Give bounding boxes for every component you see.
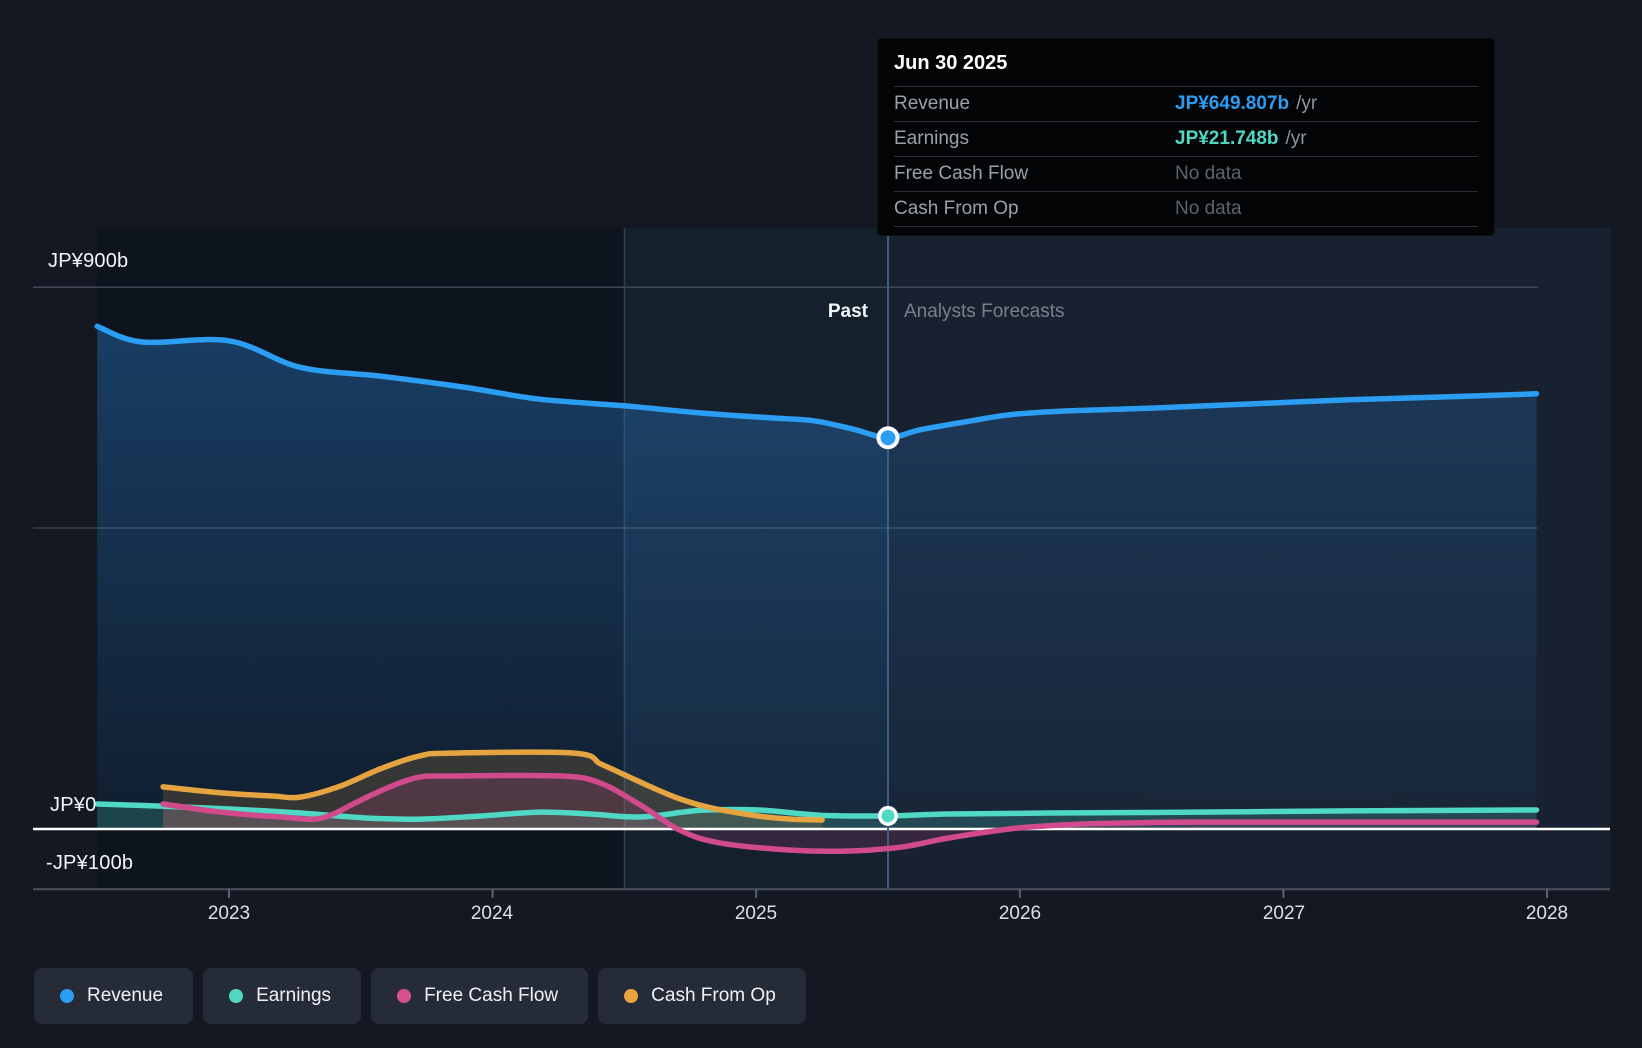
x-axis-label-2023: 2023 bbox=[207, 903, 251, 924]
tooltip-unit: /yr bbox=[1296, 93, 1318, 114]
tooltip-value: No data bbox=[1175, 163, 1242, 184]
legend-label: Cash From Op bbox=[651, 985, 776, 1006]
x-axis-label-2025: 2025 bbox=[734, 903, 778, 924]
earnings-line[interactable] bbox=[94, 801, 1540, 822]
legend-item-earnings[interactable]: Earnings bbox=[203, 968, 362, 1024]
free-cash-flow-line[interactable] bbox=[160, 772, 1540, 855]
revenue-line[interactable] bbox=[94, 323, 1540, 441]
tooltip-row-free-cash-flow: Free Cash Flow No data bbox=[894, 156, 1478, 191]
y-axis-label-0: JP¥0 bbox=[50, 794, 97, 816]
cash-from-op-area bbox=[163, 752, 823, 829]
legend-item-free-cash-flow[interactable]: Free Cash Flow bbox=[371, 968, 589, 1024]
tooltip-row-revenue: Revenue JP¥649.807b /yr bbox=[894, 86, 1478, 121]
tooltip-row-cash-from-op: Cash From Op No data bbox=[894, 191, 1478, 227]
tooltip-date: Jun 30 2025 bbox=[894, 52, 1008, 74]
earnings-dot-icon bbox=[229, 989, 244, 1003]
data-tooltip: Jun 30 2025 Revenue JP¥649.807b /yr Earn… bbox=[877, 38, 1495, 236]
tooltip-label: Free Cash Flow bbox=[894, 163, 1029, 184]
free-cash-flow-area bbox=[163, 775, 1537, 852]
tooltip-value: JP¥21.748b bbox=[1175, 128, 1279, 149]
x-axis-label-2024: 2024 bbox=[470, 903, 514, 924]
tooltip-label: Revenue bbox=[894, 93, 971, 114]
tooltip-unit: /yr bbox=[1285, 128, 1307, 149]
x-axis-label-2028: 2028 bbox=[1525, 903, 1569, 924]
legend-item-revenue[interactable]: Revenue bbox=[34, 968, 194, 1024]
earnings-marker-core bbox=[881, 809, 895, 823]
free-cash-flow-dot-icon bbox=[397, 989, 412, 1003]
revenue-dot-icon bbox=[60, 989, 74, 1003]
tooltip-label: Earnings bbox=[894, 128, 969, 149]
legend-label: Free Cash Flow bbox=[424, 985, 559, 1006]
x-axis-label-2026: 2026 bbox=[998, 903, 1042, 924]
y-axis-label-900b: JP¥900b bbox=[48, 250, 129, 272]
cash-from-op-line[interactable] bbox=[160, 749, 825, 823]
tooltip-value: JP¥649.807b bbox=[1175, 93, 1290, 114]
analysts-forecasts-section-label: Analysts Forecasts bbox=[904, 301, 1065, 322]
x-axis-label-2027: 2027 bbox=[1262, 903, 1306, 924]
tooltip-row-earnings: Earnings JP¥21.748b /yr bbox=[894, 121, 1478, 156]
revenue-area-forecast bbox=[888, 393, 1537, 829]
legend-item-cash-from-op[interactable]: Cash From Op bbox=[598, 968, 806, 1024]
y-axis-label-neg100b: -JP¥100b bbox=[46, 852, 134, 874]
cash-from-op-dot-icon bbox=[624, 989, 639, 1003]
tooltip-value: No data bbox=[1175, 198, 1242, 219]
legend-label: Earnings bbox=[256, 985, 332, 1006]
chart-legend: Revenue Earnings Free Cash Flow Cash Fro… bbox=[34, 968, 806, 1024]
revenue-marker-core bbox=[880, 430, 896, 446]
revenue-area-past bbox=[97, 326, 888, 829]
tooltip-label: Cash From Op bbox=[894, 198, 1019, 219]
legend-label: Revenue bbox=[87, 985, 164, 1006]
past-section-label: Past bbox=[827, 301, 868, 322]
